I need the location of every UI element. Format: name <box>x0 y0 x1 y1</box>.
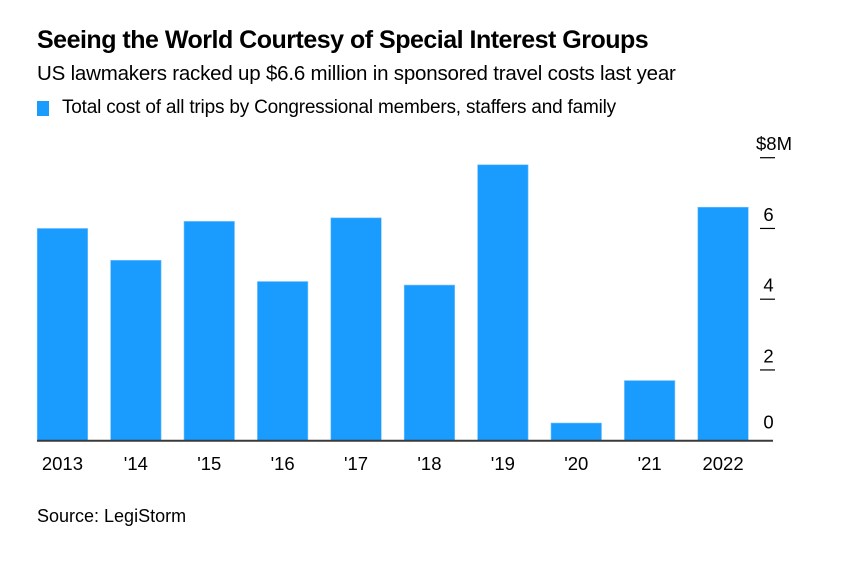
y-tick-label: 4 <box>763 275 773 296</box>
bar-16 <box>257 281 309 442</box>
x-tick-label: 2022 <box>702 453 743 474</box>
x-tick-label: '15 <box>197 453 221 474</box>
legend: Total cost of all trips by Congressional… <box>37 97 616 119</box>
y-tick-label: 0 <box>763 412 773 433</box>
bar-17 <box>330 217 382 441</box>
bar-2022 <box>697 206 749 442</box>
x-tick-label: '19 <box>491 453 515 474</box>
y-tick-label: $8M <box>756 133 792 154</box>
x-axis: 2013 '14 '15 '16 '17 '18 '19 '20 '21 2022 <box>37 439 773 474</box>
chart-subtitle: US lawmakers racked up $6.6 million in s… <box>37 62 676 85</box>
bar-20 <box>550 422 602 442</box>
x-tick-label: '17 <box>344 453 368 474</box>
y-tick-label: 2 <box>763 345 773 366</box>
x-tick-label: '14 <box>124 453 148 474</box>
x-tick-label: '20 <box>564 453 588 474</box>
x-tick-label: 2013 <box>42 453 83 474</box>
bar-2013 <box>36 228 89 441</box>
bar-21 <box>624 380 676 442</box>
bar-15 <box>183 221 235 441</box>
chart-title: Seeing the World Courtesy of Special Int… <box>37 26 649 54</box>
x-tick-label: '16 <box>271 453 295 474</box>
x-tick-label: '21 <box>638 453 662 474</box>
legend-swatch <box>37 100 49 116</box>
y-axis: 0 2 4 6 $8M <box>756 133 792 433</box>
bars-group <box>36 164 749 442</box>
bar-18 <box>403 284 456 441</box>
y-tick-label: 6 <box>763 204 773 225</box>
bar-14 <box>110 259 162 442</box>
x-tick-label: '18 <box>417 453 441 474</box>
source-note: Source: LegiStorm <box>37 506 187 526</box>
bar-19 <box>477 164 529 441</box>
legend-label: Total cost of all trips by Congressional… <box>62 97 616 118</box>
